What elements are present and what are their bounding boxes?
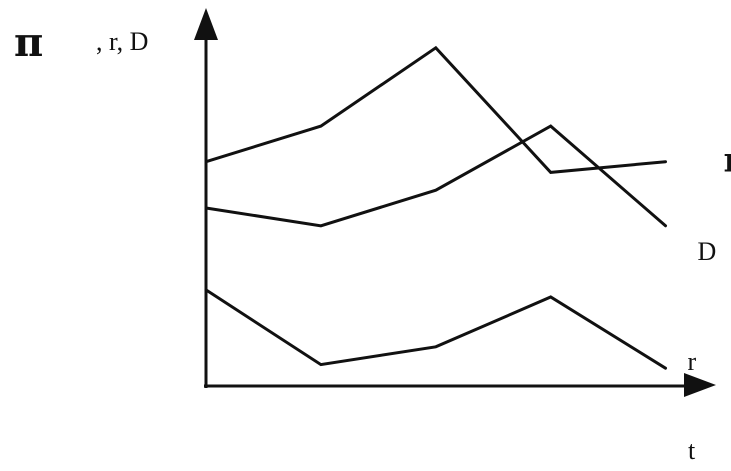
y-axis-label-rest: , r, D: [96, 27, 148, 56]
x-axis: [204, 373, 716, 397]
y-axis: [194, 8, 218, 388]
series-label-layer: π Dr: [688, 141, 731, 377]
series-line-2: [204, 288, 667, 370]
series-label-2: r: [688, 347, 697, 376]
series-layer: [204, 45, 667, 370]
x-axis-label: t: [688, 436, 696, 465]
series-line-0: [204, 45, 667, 174]
series-line-1: [204, 124, 667, 228]
series-label-1: D: [698, 237, 717, 266]
x-axis-arrowhead: [684, 373, 716, 397]
y-axis-arrowhead: [194, 8, 218, 40]
series-label-0: π: [724, 141, 731, 181]
y-axis-label-pi: π: [14, 19, 43, 66]
